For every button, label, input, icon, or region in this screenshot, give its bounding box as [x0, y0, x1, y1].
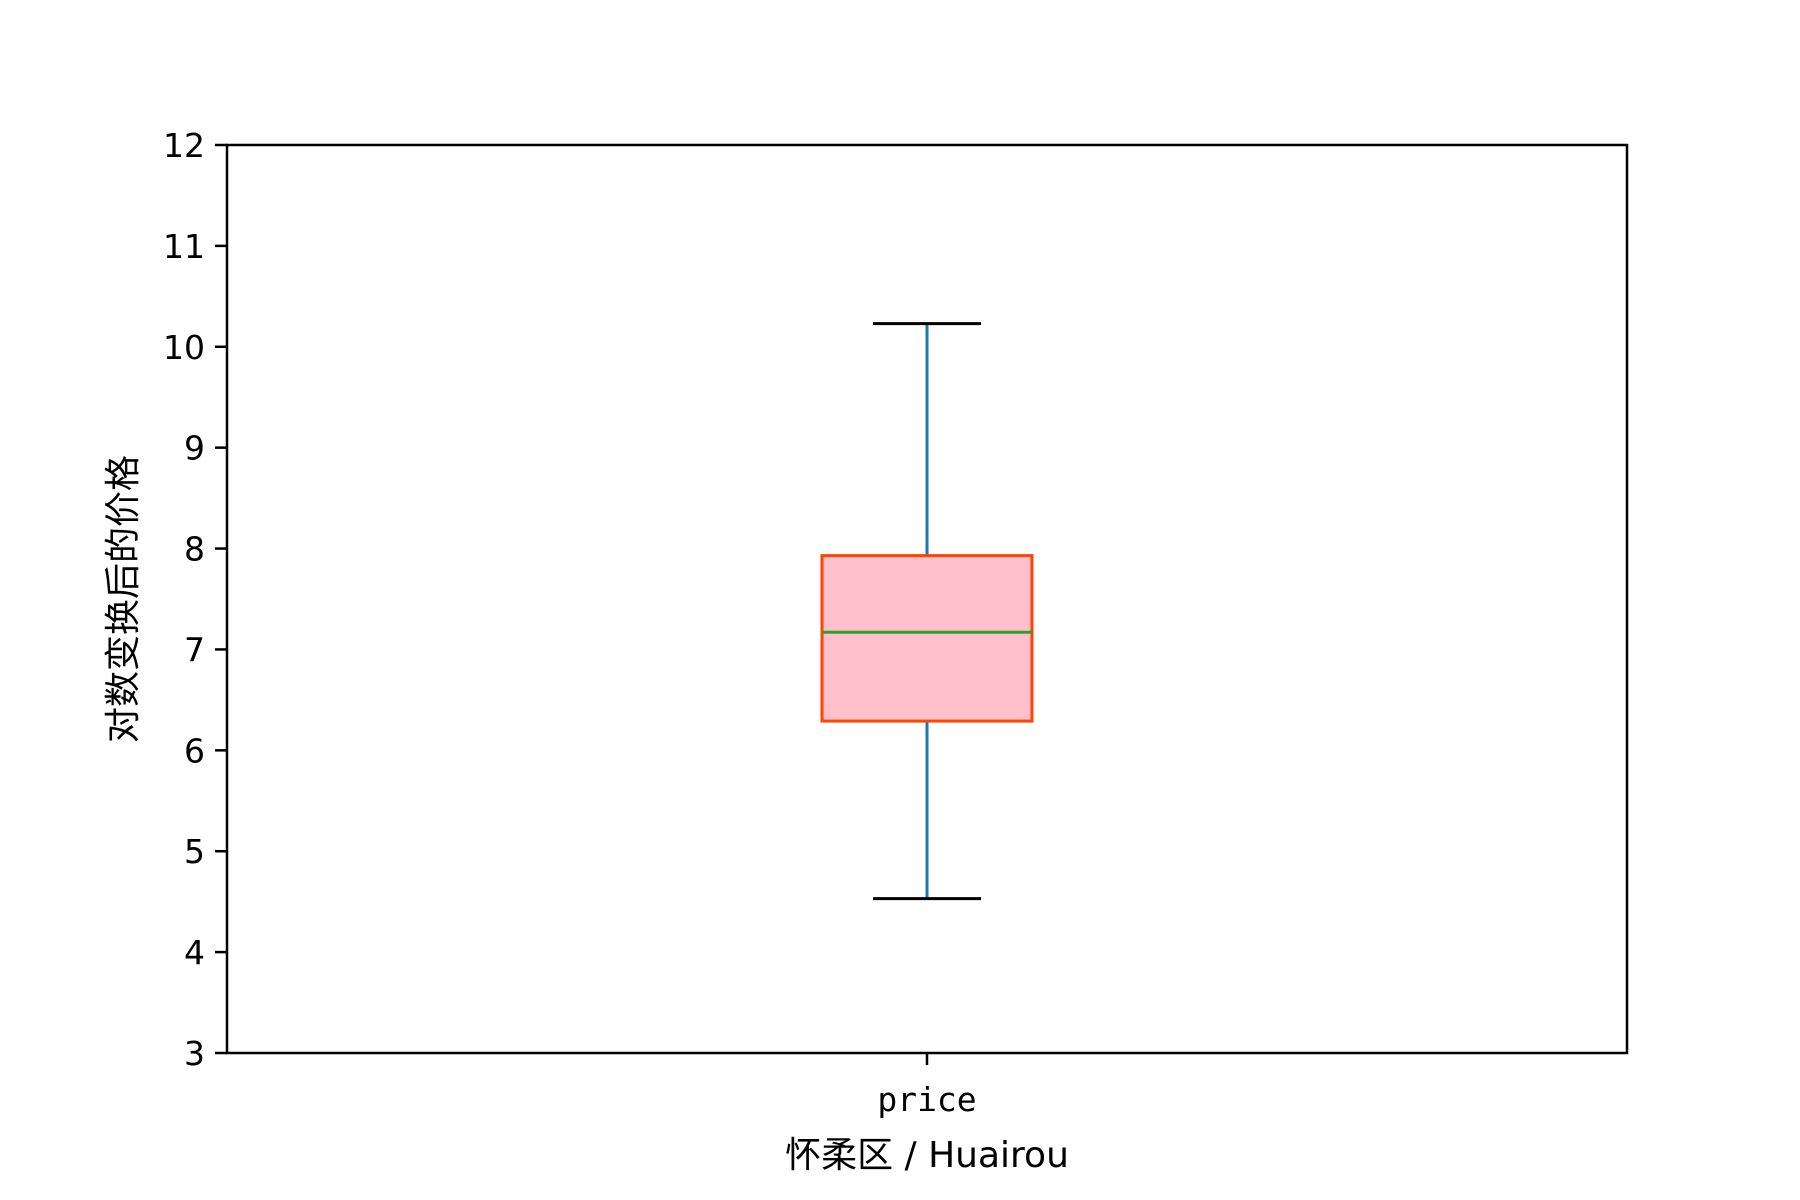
y-tick-label: 5 — [184, 832, 205, 871]
y-tick-label: 4 — [184, 933, 205, 972]
y-tick-label: 10 — [163, 328, 205, 367]
y-tick-label: 11 — [163, 227, 205, 266]
y-axis: 3 4 5 6 7 8 9 10 11 12 — [163, 126, 227, 1073]
y-tick-label: 8 — [184, 530, 205, 569]
plot-area — [820, 322, 1034, 901]
y-tick-label: 6 — [184, 731, 205, 770]
y-tick-label: 3 — [184, 1034, 205, 1073]
y-axis-label: 对数变换后的价格 — [103, 455, 144, 743]
y-tick-label: 12 — [163, 126, 205, 165]
x-axis: price — [877, 1053, 977, 1119]
x-tick-label: price — [877, 1080, 976, 1119]
y-tick-label: 9 — [184, 429, 205, 468]
x-axis-label: 怀柔区 / Huairou — [785, 1135, 1069, 1176]
y-tick-label: 7 — [184, 630, 205, 669]
iqr-box — [820, 554, 1034, 723]
